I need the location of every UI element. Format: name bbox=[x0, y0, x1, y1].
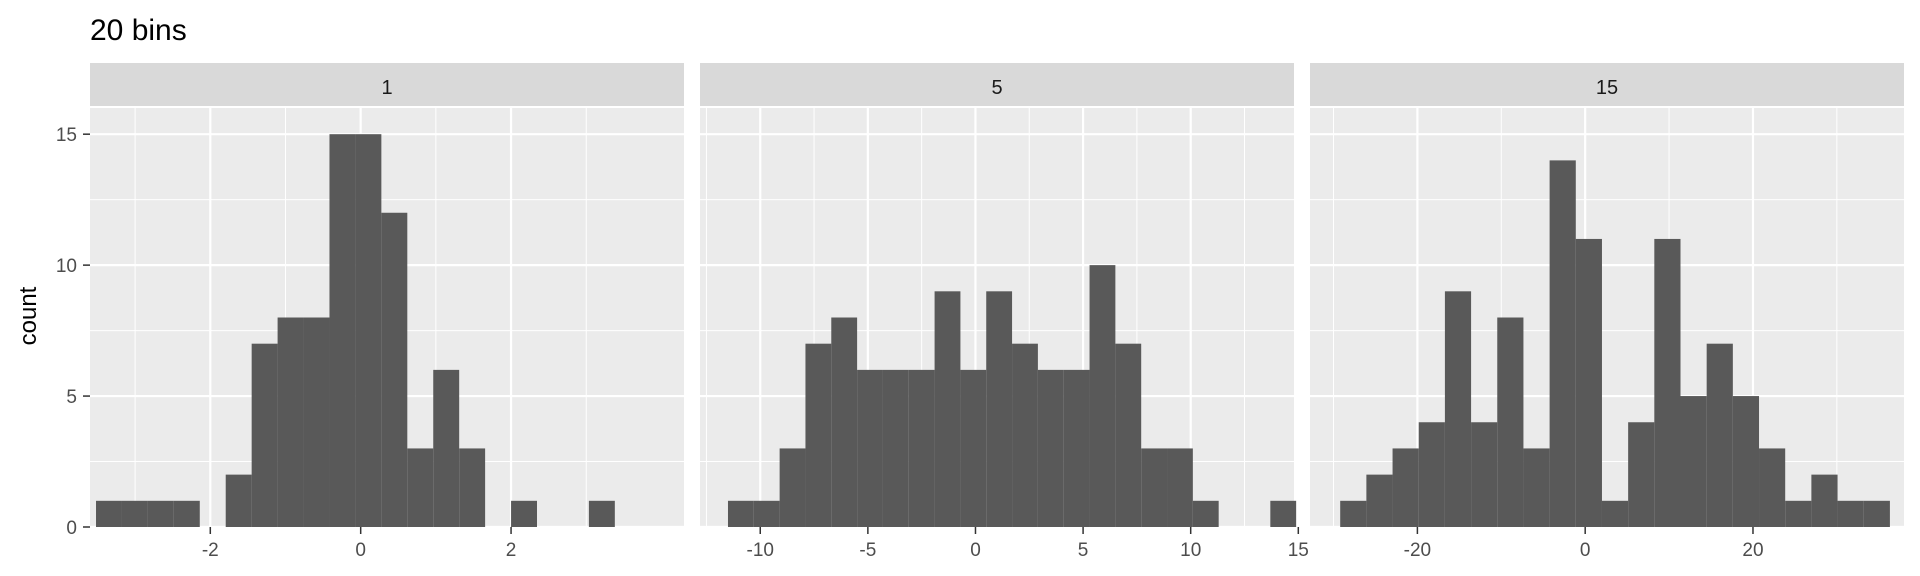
histogram-bar bbox=[1471, 422, 1498, 527]
histogram-bar bbox=[1628, 422, 1655, 527]
x-tick-label: -20 bbox=[1404, 540, 1431, 561]
histogram-bar bbox=[1366, 474, 1393, 527]
histogram-bar bbox=[1549, 160, 1576, 527]
facet-strip-label: 1 bbox=[381, 77, 392, 99]
histogram-bar bbox=[588, 500, 615, 527]
histogram-bar bbox=[1392, 448, 1419, 527]
histogram-bar bbox=[1141, 448, 1168, 527]
x-tick-label: 0 bbox=[1580, 540, 1591, 561]
histogram-bar bbox=[225, 474, 252, 527]
y-tick-label: 5 bbox=[66, 387, 77, 408]
y-axis-label: count bbox=[15, 286, 42, 345]
x-tick-label: 10 bbox=[1180, 540, 1201, 561]
histogram-bar bbox=[1012, 343, 1038, 527]
histogram-bar bbox=[882, 369, 909, 527]
histogram-bar bbox=[459, 448, 486, 527]
histogram-bar bbox=[1063, 369, 1090, 527]
chart-title: 20 bins bbox=[90, 14, 187, 47]
histogram-bar bbox=[1418, 422, 1445, 527]
y-tick-label: 15 bbox=[56, 125, 77, 146]
y-tick-label: 10 bbox=[56, 256, 77, 277]
histogram-bar bbox=[1837, 500, 1864, 527]
histogram-bar bbox=[1115, 343, 1142, 527]
x-tick-label: 15 bbox=[1288, 540, 1309, 561]
histogram-bar bbox=[147, 500, 174, 527]
x-tick-label: -2 bbox=[202, 540, 219, 561]
x-tick-label: -10 bbox=[747, 540, 774, 561]
histogram-bar bbox=[779, 448, 806, 527]
histogram-bar bbox=[329, 134, 356, 527]
histogram-bar bbox=[1732, 396, 1760, 527]
facet-strip bbox=[1310, 63, 1904, 106]
histogram-bar bbox=[121, 500, 148, 527]
histogram-bar bbox=[355, 134, 382, 527]
histogram-bar bbox=[1523, 448, 1550, 527]
histogram-bar bbox=[173, 500, 200, 527]
histogram-bar bbox=[753, 500, 780, 527]
facet-strip bbox=[90, 63, 684, 106]
histogram-bar bbox=[1785, 500, 1812, 527]
facet-panel-15: 15 -20 0 20 bbox=[1310, 63, 1904, 561]
histogram-bar bbox=[407, 448, 434, 527]
histogram-bar bbox=[1601, 500, 1629, 527]
histogram-bar bbox=[1167, 448, 1193, 527]
x-tick-label: 0 bbox=[355, 540, 366, 561]
facet-strip-label: 5 bbox=[991, 77, 1002, 99]
x-tick-label: 2 bbox=[506, 540, 517, 561]
histogram-bar bbox=[1706, 343, 1733, 527]
facet-panel-5: 5 -10 -5 0 5 10 15 bbox=[700, 63, 1309, 561]
histogram-bar bbox=[960, 369, 987, 527]
histogram-bar bbox=[1759, 448, 1786, 527]
histogram-bar bbox=[1575, 238, 1602, 527]
histogram-bar bbox=[1497, 317, 1524, 527]
histogram-bar bbox=[857, 369, 883, 527]
histogram-bar bbox=[1037, 369, 1064, 527]
histogram-bar bbox=[1340, 500, 1367, 527]
histogram-bar bbox=[303, 317, 330, 527]
histogram-bar bbox=[727, 500, 754, 527]
histogram-bar bbox=[381, 212, 408, 527]
histogram-bar bbox=[934, 291, 961, 527]
x-tick-label: 0 bbox=[970, 540, 981, 561]
histogram-bar bbox=[831, 317, 858, 527]
histogram-bar bbox=[1680, 396, 1707, 527]
histogram-bar bbox=[96, 500, 122, 527]
histogram-bar bbox=[1811, 474, 1838, 527]
histogram-bar bbox=[1863, 500, 1890, 527]
histogram-bar bbox=[1654, 238, 1681, 527]
histogram-bar bbox=[1270, 500, 1297, 527]
histogram-bar bbox=[1089, 265, 1116, 527]
x-tick-label: -5 bbox=[859, 540, 876, 561]
facet-panel-1: 1 -2 0 2 bbox=[90, 63, 684, 561]
histogram-bar bbox=[251, 343, 278, 527]
histogram-bar bbox=[805, 343, 832, 527]
histogram-bar bbox=[986, 291, 1013, 527]
histogram-bar bbox=[277, 317, 304, 527]
facet-strip-label: 15 bbox=[1596, 77, 1618, 99]
histogram-bar bbox=[433, 369, 460, 527]
histogram-bar bbox=[511, 500, 538, 527]
x-tick-label: 20 bbox=[1742, 540, 1763, 561]
histogram-bar bbox=[1444, 291, 1472, 527]
facet-strip bbox=[700, 63, 1294, 106]
histogram-bar bbox=[908, 369, 935, 527]
y-tick-label: 0 bbox=[66, 518, 77, 539]
histogram-bar bbox=[1192, 500, 1219, 527]
x-tick-label: 5 bbox=[1078, 540, 1089, 561]
